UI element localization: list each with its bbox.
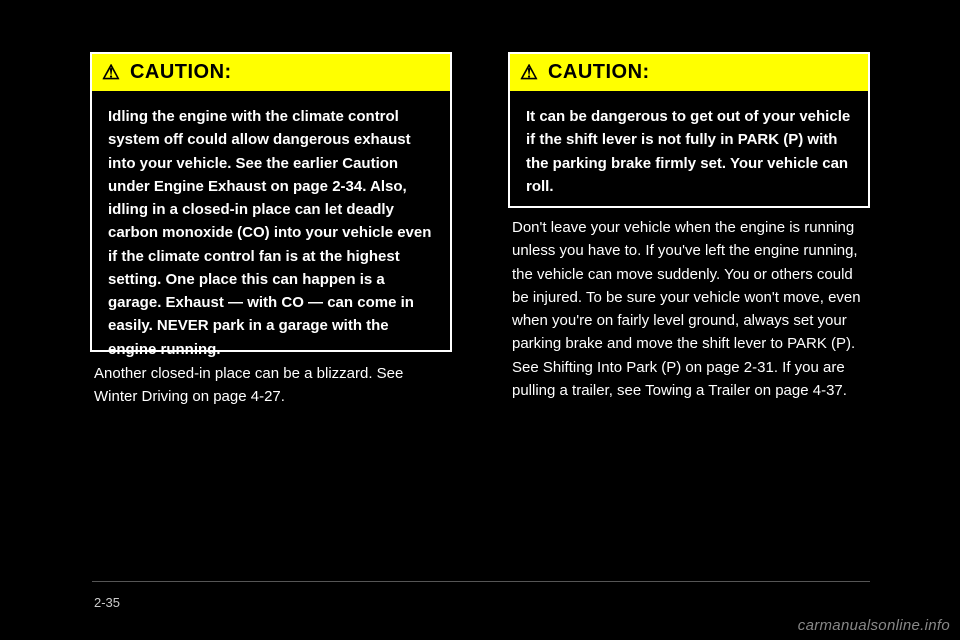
divider [92,581,870,582]
warning-icon: ⚠ [520,60,538,85]
body-text-right: Don't leave your vehicle when the engine… [512,216,870,402]
caution-body-right: It can be dangerous to get out of your v… [510,91,868,212]
manual-page: ⚠ CAUTION: Idling the engine with the cl… [0,0,960,640]
watermark: carmanualsonline.info [798,617,950,634]
body-text-left: Another closed-in place can be a blizzar… [94,362,448,409]
page-number: 2-35 [94,595,120,610]
caution-label: CAUTION: [130,61,232,84]
caution-header: ⚠ CAUTION: [92,54,450,91]
caution-header: ⚠ CAUTION: [510,54,868,91]
warning-icon: ⚠ [102,60,120,85]
caution-box-left: ⚠ CAUTION: Idling the engine with the cl… [90,52,452,352]
caution-body-left: Idling the engine with the climate contr… [92,91,450,375]
caution-box-right: ⚠ CAUTION: It can be dangerous to get ou… [508,52,870,208]
caution-label: CAUTION: [548,61,650,84]
